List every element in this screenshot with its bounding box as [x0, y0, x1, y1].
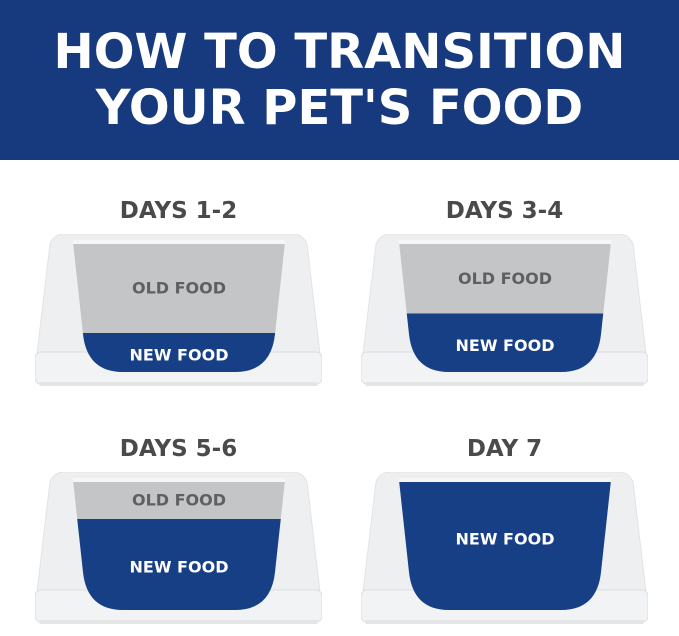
old-food-label: OLD FOOD [132, 491, 226, 510]
new-food-label: NEW FOOD [456, 336, 555, 355]
bowl: OLD FOOD NEW FOOD [35, 472, 322, 624]
header-banner: HOW TO TRANSITION YOUR PET'S FOOD [0, 0, 679, 160]
bowl: NEW FOOD [361, 472, 648, 624]
new-food-label: NEW FOOD [130, 346, 229, 365]
bowl-rim [73, 240, 285, 244]
stage-title: DAY 7 [466, 436, 543, 462]
new-food-fill [399, 313, 611, 372]
stage-title: DAYS 3-4 [445, 198, 564, 224]
new-food-fill [399, 480, 611, 610]
stage-day-7: DAY 7 NEW FOOD [361, 436, 648, 636]
bowl: OLD FOOD NEW FOOD [35, 234, 322, 386]
bowl-rim [399, 478, 611, 482]
new-food-fill [73, 333, 285, 372]
old-food-label: OLD FOOD [458, 269, 552, 288]
stage-days-1-2: DAYS 1-2 OLD FOOD NEW FOOD [35, 198, 322, 398]
new-food-label: NEW FOOD [456, 530, 555, 549]
stage-title: DAYS 1-2 [119, 198, 238, 224]
bowl-shadow [365, 620, 644, 624]
bowl-rim [399, 240, 611, 244]
bowl-shadow [39, 620, 318, 624]
new-food-fill [73, 519, 285, 610]
old-food-label: OLD FOOD [132, 279, 226, 298]
headline-line-1: HOW TO TRANSITION [53, 24, 626, 80]
stage-days-3-4: DAYS 3-4 OLD FOOD NEW FOOD [361, 198, 648, 398]
headline-line-2: YOUR PET'S FOOD [95, 80, 584, 136]
bowl: OLD FOOD NEW FOOD [361, 234, 648, 386]
stage-days-5-6: DAYS 5-6 OLD FOOD NEW FOOD [35, 436, 322, 636]
new-food-label: NEW FOOD [130, 558, 229, 577]
bowl-rim [73, 478, 285, 482]
bowl-shadow [365, 382, 644, 386]
stage-title: DAYS 5-6 [119, 436, 238, 462]
bowl-shadow [39, 382, 318, 386]
